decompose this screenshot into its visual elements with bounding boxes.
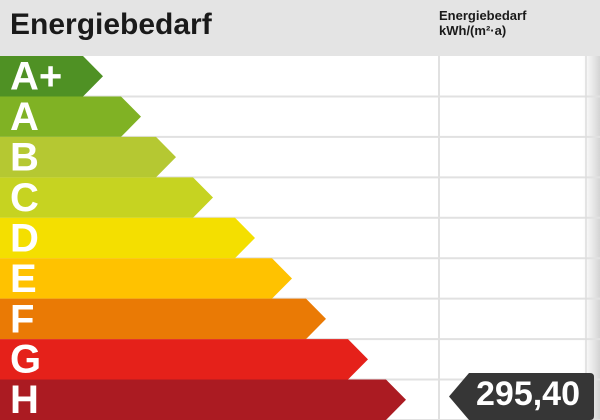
svg-text:B: B bbox=[10, 136, 39, 180]
svg-text:D: D bbox=[10, 216, 39, 260]
svg-text:G: G bbox=[10, 338, 41, 382]
svg-text:E: E bbox=[10, 257, 37, 301]
svg-text:C: C bbox=[10, 176, 39, 220]
svg-text:H: H bbox=[10, 378, 39, 420]
svg-text:295,40: 295,40 bbox=[476, 375, 580, 413]
svg-text:A+: A+ bbox=[10, 55, 62, 99]
svg-text:A: A bbox=[10, 95, 39, 139]
svg-text:F: F bbox=[10, 297, 34, 341]
